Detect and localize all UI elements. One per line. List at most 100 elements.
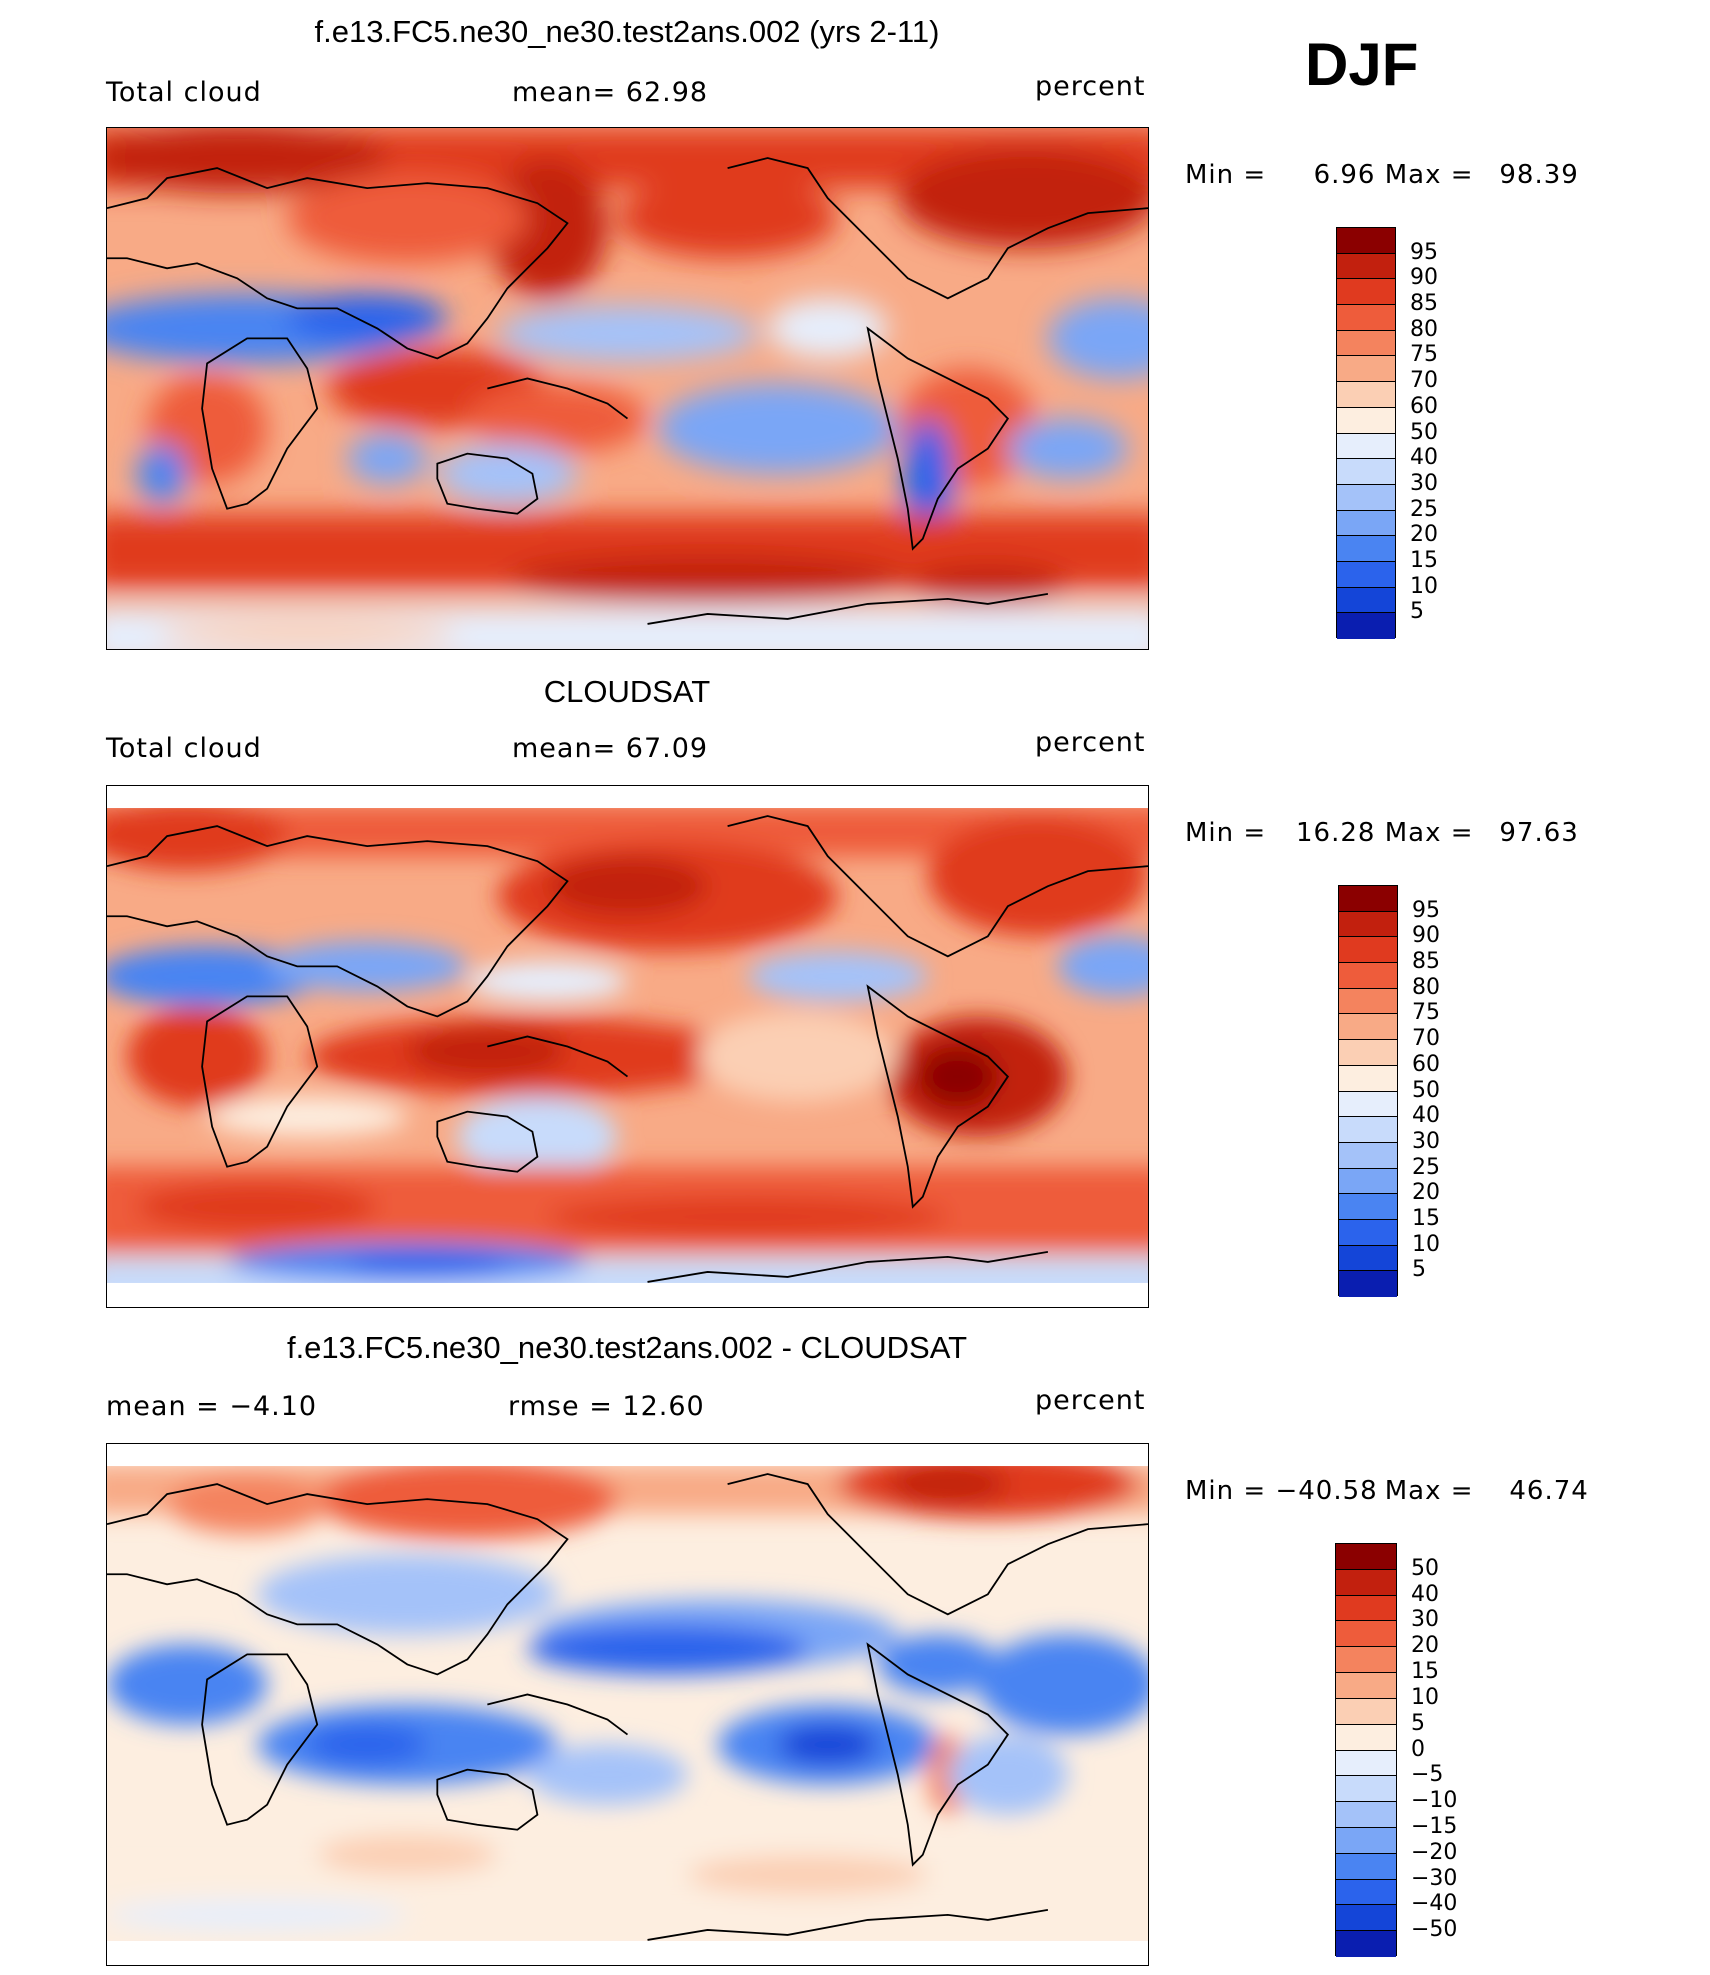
colorbar-tick-label: 15 [1410, 547, 1438, 573]
panel-2-max-label: Max = [1384, 818, 1483, 848]
panel-2-title: CLOUDSAT [543, 674, 711, 709]
colorbar-tick-label: 10 [1411, 1684, 1439, 1710]
colorbar-tick-label: 10 [1410, 573, 1438, 599]
colorbar-box [1337, 305, 1395, 331]
colorbar-box [1337, 484, 1395, 511]
colorbar-box [1336, 1673, 1396, 1699]
colorbar-tick-label: 20 [1410, 522, 1438, 548]
colorbar-tick-label: 25 [1412, 1154, 1440, 1180]
colorbar-tick-label: 10 [1412, 1231, 1440, 1257]
colorbar-tick-label: 75 [1410, 342, 1438, 368]
panel-3-map-canvas [107, 1444, 1148, 1965]
colorbar-tick-label: 40 [1412, 1103, 1440, 1129]
colorbar-box [1337, 510, 1395, 537]
colorbar-box [1336, 1698, 1396, 1725]
colorbar-box [1339, 911, 1397, 938]
colorbar-tick-label: 15 [1411, 1659, 1439, 1685]
panel-1-minmax: Min = 6.96 Max = 98.39 [1185, 160, 1579, 190]
colorbar-tick-label: 0 [1411, 1736, 1425, 1762]
colorbar-tick-label: 30 [1410, 470, 1438, 496]
colorbar-box [1339, 1271, 1397, 1297]
panel-1-map-canvas [107, 128, 1148, 649]
panel-2-min-label: Min = [1185, 818, 1276, 848]
colorbar-box [1337, 228, 1395, 254]
panel-3-max-value: 46.74 [1509, 1476, 1589, 1506]
colorbar-tick-label: 50 [1412, 1077, 1440, 1103]
panel-1-colorbar [1336, 227, 1396, 639]
colorbar-box [1339, 1142, 1397, 1169]
panel-3-min-label: Min = [1185, 1476, 1276, 1506]
colorbar-tick-label: 80 [1412, 974, 1440, 1000]
colorbar-box [1337, 407, 1395, 434]
colorbar-tick-label: −20 [1411, 1839, 1458, 1865]
colorbar-tick-label: 25 [1410, 496, 1438, 522]
colorbar-tick-label: 80 [1410, 316, 1438, 342]
panel-3-units-label: percent [1035, 1385, 1146, 1416]
colorbar-box [1336, 1776, 1396, 1803]
colorbar-tick-label: 40 [1410, 445, 1438, 471]
colorbar-box [1337, 459, 1395, 485]
panel-3-colorbar [1335, 1543, 1397, 1957]
season-label: DJF [1305, 31, 1419, 98]
colorbar-tick-label: 5 [1410, 599, 1424, 625]
colorbar-box [1337, 279, 1395, 306]
colorbar-tick-label: −40 [1411, 1891, 1458, 1917]
colorbar-tick-label: 60 [1410, 393, 1438, 419]
colorbar-box [1337, 587, 1395, 614]
colorbar-tick-label: 85 [1412, 949, 1440, 975]
colorbar-box [1339, 1194, 1397, 1220]
colorbar-box [1336, 1827, 1396, 1854]
panel-2-colorbar [1338, 885, 1398, 1297]
colorbar-tick-label: 70 [1410, 368, 1438, 394]
colorbar-tick-label: 30 [1411, 1607, 1439, 1633]
panel-3-max-label: Max = [1384, 1476, 1483, 1506]
colorbar-box [1337, 356, 1395, 383]
colorbar-tick-label: 30 [1412, 1128, 1440, 1154]
panel-1-units-label: percent [1035, 71, 1146, 102]
colorbar-box [1339, 1245, 1397, 1272]
colorbar-box [1336, 1750, 1396, 1777]
colorbar-box [1339, 1117, 1397, 1143]
colorbar-tick-label: −50 [1411, 1917, 1458, 1943]
colorbar-box [1339, 886, 1397, 912]
panel-2-minmax: Min = 16.28 Max = 97.63 [1185, 818, 1579, 848]
panel-1-max-value: 98.39 [1499, 160, 1579, 190]
colorbar-box [1336, 1853, 1396, 1880]
colorbar-tick-label: −10 [1411, 1788, 1458, 1814]
colorbar-box [1336, 1802, 1396, 1828]
colorbar-box [1339, 963, 1397, 989]
colorbar-box [1336, 1905, 1396, 1932]
panel-2-max-value: 97.63 [1499, 818, 1579, 848]
panel-3-min-value: −40.58 [1275, 1476, 1378, 1506]
colorbar-box [1339, 988, 1397, 1015]
panel-2-variable-label: Total cloud [106, 733, 262, 764]
colorbar-tick-label: 20 [1412, 1180, 1440, 1206]
panel-3-minmax: Min = −40.58 Max = 46.74 [1185, 1476, 1589, 1506]
colorbar-tick-label: −15 [1411, 1813, 1458, 1839]
colorbar-box [1337, 536, 1395, 562]
panel-1-max-label: Max = [1384, 160, 1483, 190]
panel-2-min-value: 16.28 [1296, 818, 1376, 848]
panel-2-mean-label: mean= 67.09 [512, 733, 709, 764]
colorbar-box [1336, 1621, 1396, 1648]
colorbar-box [1336, 1724, 1396, 1751]
colorbar-tick-label: 90 [1410, 265, 1438, 291]
colorbar-box [1339, 1065, 1397, 1092]
panel-2-map [106, 785, 1149, 1308]
colorbar-box [1337, 382, 1395, 408]
colorbar-tick-label: 20 [1411, 1633, 1439, 1659]
panel-1-map [106, 127, 1149, 650]
colorbar-tick-label: 90 [1412, 923, 1440, 949]
colorbar-box [1339, 1014, 1397, 1041]
panel-1-variable-label: Total cloud [106, 77, 262, 108]
colorbar-tick-label: 60 [1412, 1051, 1440, 1077]
colorbar-tick-label: 95 [1410, 239, 1438, 265]
panel-3-rmse-label: rmse = 12.60 [508, 1391, 705, 1422]
colorbar-box [1339, 1219, 1397, 1246]
panel-3-mean-label: mean = −4.10 [106, 1391, 318, 1422]
colorbar-box [1336, 1595, 1396, 1622]
colorbar-box [1336, 1569, 1396, 1596]
panel-3-map [106, 1443, 1149, 1966]
colorbar-tick-label: −5 [1411, 1762, 1444, 1788]
colorbar-tick-label: 85 [1410, 291, 1438, 317]
